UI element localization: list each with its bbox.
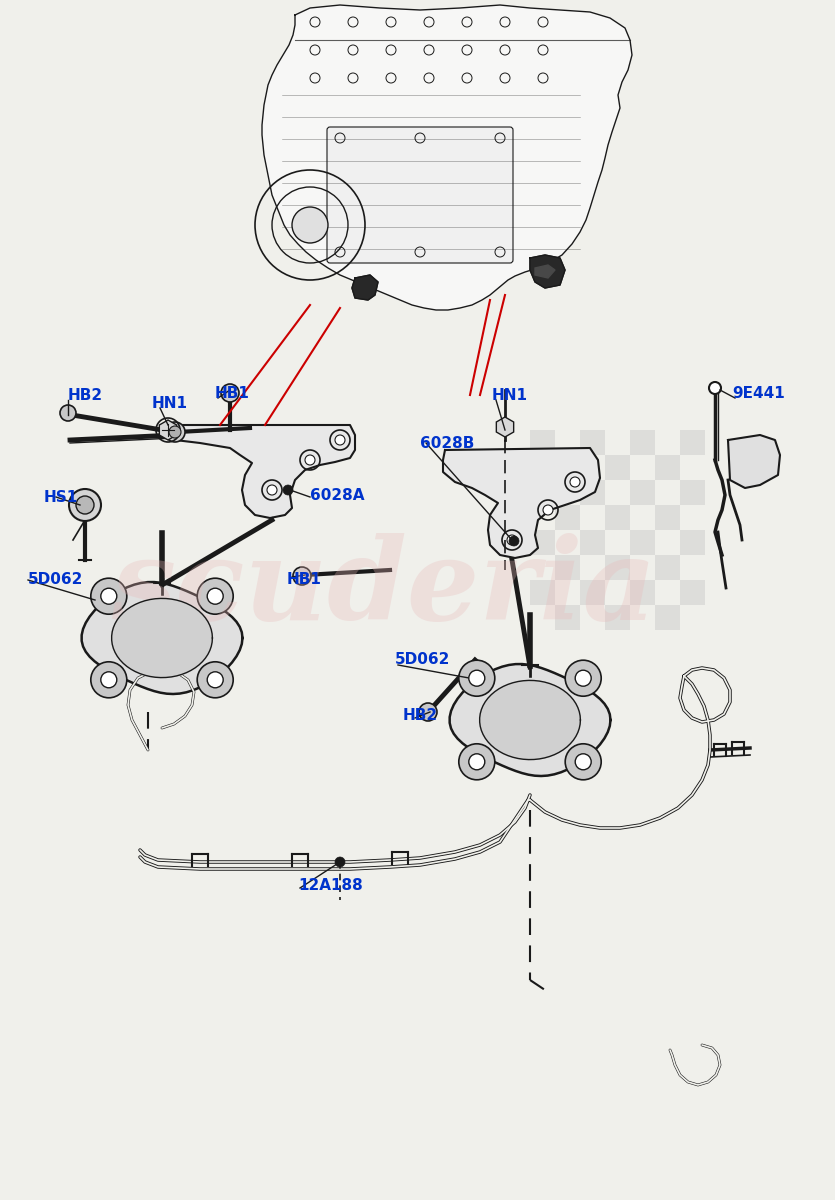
Text: 5D062: 5D062	[395, 653, 450, 667]
Polygon shape	[112, 599, 212, 678]
Circle shape	[518, 708, 542, 732]
Polygon shape	[162, 425, 355, 518]
Text: HB1: HB1	[287, 572, 321, 588]
Bar	[630, 480, 655, 505]
Circle shape	[207, 672, 223, 688]
Circle shape	[76, 496, 94, 514]
Text: HN1: HN1	[152, 396, 188, 410]
Circle shape	[150, 626, 174, 650]
Bar	[605, 455, 630, 480]
Bar	[655, 505, 680, 530]
Circle shape	[169, 426, 181, 438]
Circle shape	[565, 744, 601, 780]
Bar	[630, 580, 655, 605]
Bar	[580, 430, 605, 455]
Circle shape	[283, 485, 293, 494]
Circle shape	[468, 670, 485, 686]
Text: 6028A: 6028A	[310, 487, 365, 503]
Polygon shape	[159, 420, 177, 440]
Bar	[530, 530, 555, 554]
Bar	[580, 580, 605, 605]
Text: HB2: HB2	[68, 388, 104, 402]
Circle shape	[575, 754, 591, 770]
Text: HB2: HB2	[403, 708, 438, 722]
Bar	[530, 480, 555, 505]
Circle shape	[60, 404, 76, 421]
Circle shape	[267, 485, 277, 494]
Circle shape	[419, 703, 437, 721]
Circle shape	[565, 660, 601, 696]
Bar	[630, 430, 655, 455]
Circle shape	[575, 670, 591, 686]
Polygon shape	[139, 620, 185, 655]
Circle shape	[101, 672, 117, 688]
Polygon shape	[508, 702, 553, 738]
Bar	[680, 480, 705, 505]
Polygon shape	[728, 434, 780, 488]
Circle shape	[140, 616, 184, 660]
Bar	[605, 554, 630, 580]
Text: HB1: HB1	[215, 385, 250, 401]
Circle shape	[507, 535, 517, 545]
Bar	[655, 455, 680, 480]
Text: 12A188: 12A188	[298, 877, 362, 893]
Bar	[555, 605, 580, 630]
Bar	[530, 430, 555, 455]
Circle shape	[709, 382, 721, 394]
Bar	[655, 554, 680, 580]
Circle shape	[91, 661, 127, 697]
Bar	[555, 505, 580, 530]
Polygon shape	[352, 275, 378, 300]
Bar	[605, 605, 630, 630]
Circle shape	[335, 434, 345, 445]
Circle shape	[543, 505, 553, 515]
Circle shape	[458, 660, 495, 696]
Text: 5D062: 5D062	[28, 572, 84, 588]
Polygon shape	[82, 582, 242, 694]
Bar	[680, 580, 705, 605]
Bar	[680, 530, 705, 554]
Circle shape	[207, 588, 223, 605]
Circle shape	[293, 566, 311, 584]
Polygon shape	[479, 680, 580, 760]
Circle shape	[335, 857, 345, 866]
Circle shape	[570, 476, 580, 487]
Bar	[580, 530, 605, 554]
Circle shape	[221, 384, 239, 402]
Circle shape	[509, 536, 519, 546]
Circle shape	[197, 661, 233, 697]
Bar	[555, 554, 580, 580]
Polygon shape	[262, 5, 632, 310]
Circle shape	[101, 588, 117, 605]
Polygon shape	[450, 664, 610, 776]
Polygon shape	[535, 265, 555, 278]
Polygon shape	[443, 448, 600, 558]
Circle shape	[458, 744, 495, 780]
Text: 9E441: 9E441	[732, 385, 785, 401]
Circle shape	[508, 698, 552, 742]
Text: scuderia: scuderia	[111, 533, 657, 643]
Bar	[630, 530, 655, 554]
Bar	[655, 605, 680, 630]
Circle shape	[468, 754, 485, 770]
Polygon shape	[125, 610, 199, 666]
Polygon shape	[493, 691, 566, 749]
Circle shape	[305, 455, 315, 464]
Text: HN1: HN1	[492, 388, 528, 402]
Polygon shape	[530, 254, 565, 288]
Bar	[530, 580, 555, 605]
Circle shape	[292, 206, 328, 242]
Bar	[605, 505, 630, 530]
Circle shape	[165, 422, 185, 442]
Bar	[680, 430, 705, 455]
Circle shape	[197, 578, 233, 614]
Bar	[580, 480, 605, 505]
Circle shape	[69, 490, 101, 521]
Bar	[555, 455, 580, 480]
FancyBboxPatch shape	[327, 127, 513, 263]
Text: HS1: HS1	[44, 490, 78, 504]
Polygon shape	[496, 416, 514, 437]
Circle shape	[91, 578, 127, 614]
Text: 6028B: 6028B	[420, 436, 474, 450]
